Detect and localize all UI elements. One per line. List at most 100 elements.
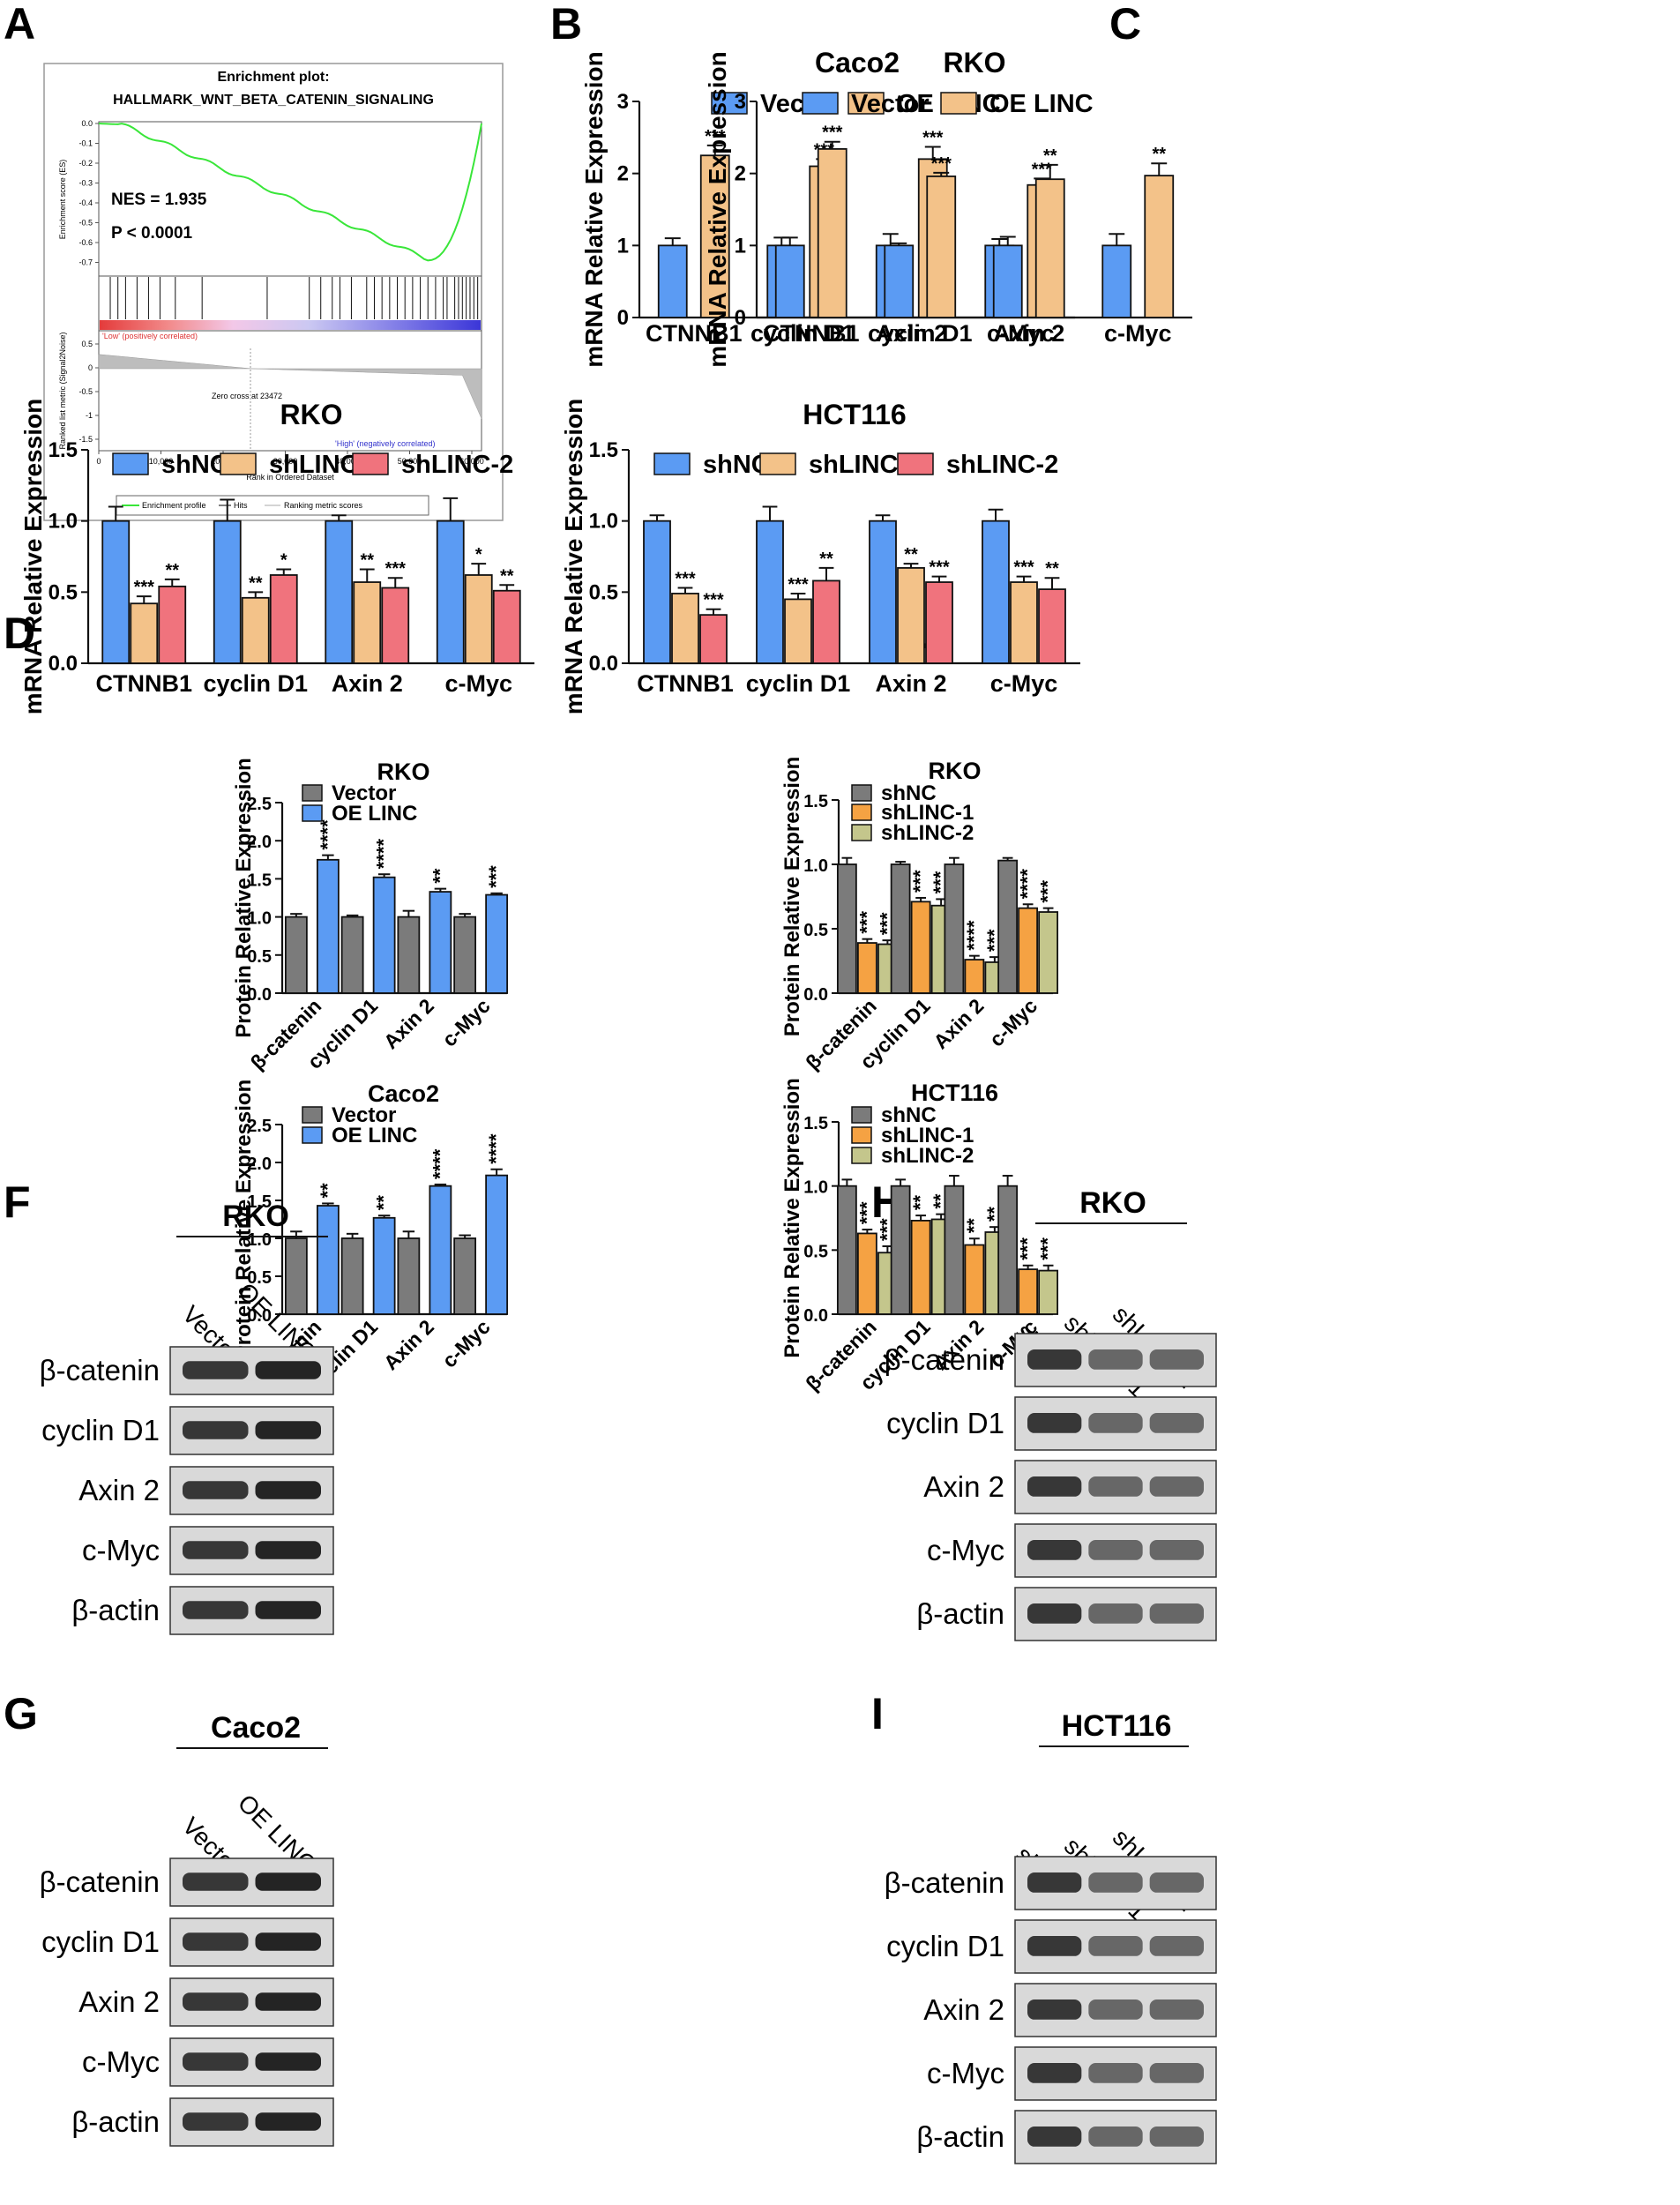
blot-row-label: β-catenin <box>885 1866 1004 1899</box>
bar-vector <box>397 1237 421 1315</box>
gsea-x-tick-label: 60,000 <box>459 457 484 466</box>
blot-band <box>255 2052 321 2071</box>
blot-band <box>255 2112 321 2131</box>
blot-strip-3: c-Myc <box>927 2046 1217 2101</box>
significance-label: *** <box>1017 1237 1039 1260</box>
x-tick-label: Axin 2 <box>379 1315 438 1374</box>
legend-label: shLINC-2 <box>881 821 974 845</box>
y-tick-label: 1.5 <box>803 1114 828 1133</box>
x-tick-label: c-Myc <box>990 670 1058 697</box>
significance-label: **** <box>429 1148 451 1179</box>
significance-label: *** <box>134 578 155 597</box>
significance-label: ** <box>317 1183 339 1199</box>
x-tick-label: cyclin D1 <box>746 670 851 697</box>
gsea-nes: NES = 1.935 <box>111 191 207 209</box>
legend-label: OE LINC <box>332 802 417 826</box>
x-tick-label: cyclin D1 <box>868 320 973 347</box>
blot-band <box>183 1601 249 1619</box>
y-axis-label: mRNA Relative Expression <box>560 399 587 714</box>
chart-title: RKO <box>929 758 982 784</box>
blot-band <box>255 1541 321 1559</box>
blot-band <box>255 1481 321 1499</box>
gsea-es-tick-label: -0.6 <box>78 238 93 247</box>
blot-row-label: β-catenin <box>40 1354 160 1387</box>
gsea-ranking-metric-area <box>98 354 482 419</box>
bar-shlinc-1 <box>964 1244 985 1315</box>
bar-shlinc-2 <box>269 574 298 664</box>
bar-vector <box>340 1237 364 1315</box>
gsea-hit-lines <box>109 277 479 319</box>
legend-label: shLINC-2 <box>881 1144 974 1168</box>
gsea-title-1: Enrichment plot: <box>217 70 329 85</box>
significance-label: ** <box>429 868 451 884</box>
significance-label: ** <box>963 1218 985 1234</box>
bar-oe-linc <box>699 154 730 318</box>
blot-row-label: cyclin D1 <box>886 1930 1004 1962</box>
legend-label: Vector <box>332 781 396 805</box>
blot-row-label: c-Myc <box>927 1534 1004 1566</box>
legend-swatch <box>851 784 872 802</box>
blot-band <box>1027 1349 1082 1370</box>
bar-shlinc-1 <box>910 901 931 994</box>
gsea-title-2: HALLMARK_WNT_BETA_CATENIN_SIGNALING <box>113 93 434 108</box>
x-tick-label: c-Myc <box>987 320 1055 347</box>
gsea-rank-axis-label: Ranked list metric (Signal2Noise) <box>58 332 67 449</box>
y-tick-label: 0.0 <box>803 985 828 1005</box>
legend-swatch <box>711 92 748 115</box>
y-tick-label: 0.0 <box>803 1306 828 1326</box>
y-tick-label: 3 <box>617 90 629 114</box>
gsea-rank-tick-label: 0 <box>88 363 93 372</box>
significance-label: ** <box>1152 145 1166 164</box>
blot-band <box>183 1481 249 1499</box>
blot-strip-1: cyclin D1 <box>886 1919 1217 1974</box>
legend-swatch <box>851 804 872 821</box>
blot-strip-4: β-actin <box>916 2110 1217 2164</box>
blot-strip-3: c-Myc <box>927 1523 1217 1578</box>
bar-vector <box>1101 244 1132 318</box>
gsea-low-label: 'Low' (positively correlated) <box>102 332 198 340</box>
significance-label: *** <box>855 1201 877 1224</box>
blot-band <box>1149 1999 1204 2020</box>
legend-label: OE LINC <box>989 90 1094 118</box>
significance-label: **** <box>1017 869 1039 900</box>
significance-label: ** <box>819 549 833 569</box>
legend-swatch <box>302 804 323 822</box>
bar-shlinc-2 <box>699 614 728 664</box>
gsea-high-label: 'High' (negatively correlated) <box>335 439 436 448</box>
y-axis-label: mRNA Relative Expression <box>704 51 731 367</box>
legend-label: shLINC-2 <box>401 451 513 479</box>
significance-label: ** <box>360 551 374 571</box>
significance-label: *** <box>1013 558 1034 578</box>
blot-band <box>183 2052 249 2071</box>
legend-label: Vector <box>332 1103 396 1127</box>
gsea-es-tick-label: -0.2 <box>78 159 93 168</box>
legend-swatch <box>851 824 872 841</box>
blot-band <box>1088 1999 1143 2020</box>
x-tick-label: c-Myc <box>437 994 495 1051</box>
y-tick-label: 0.5 <box>589 580 618 604</box>
blot-strip-1: cyclin D1 <box>886 1396 1217 1451</box>
blot-strip-0: β-catenin <box>885 1856 1217 1910</box>
bar-vector <box>774 244 805 318</box>
gsea-p-value: P < 0.0001 <box>111 224 193 243</box>
bar-shlinc-2 <box>158 585 187 664</box>
legend-label: shNC <box>161 451 228 479</box>
blot-row-label: cyclin D1 <box>41 1925 160 1958</box>
blot-row-label: β-catenin <box>40 1865 160 1898</box>
legend-swatch <box>220 452 257 475</box>
blot-row-label: β-catenin <box>885 1343 1004 1376</box>
significance-label: *** <box>929 558 950 578</box>
significance-label: *** <box>855 911 877 934</box>
x-tick-label: c-Myc <box>1104 320 1172 347</box>
legend-swatch <box>851 1147 872 1164</box>
blot-band <box>1027 1476 1082 1497</box>
legend-swatch <box>847 92 885 115</box>
blot-band <box>1088 2127 1143 2147</box>
bar-shlinc-1 <box>671 593 699 664</box>
panel-label-i: I <box>871 1689 884 1738</box>
blot-band <box>1027 2127 1082 2147</box>
x-tick-label: cyclin D1 <box>203 670 308 697</box>
